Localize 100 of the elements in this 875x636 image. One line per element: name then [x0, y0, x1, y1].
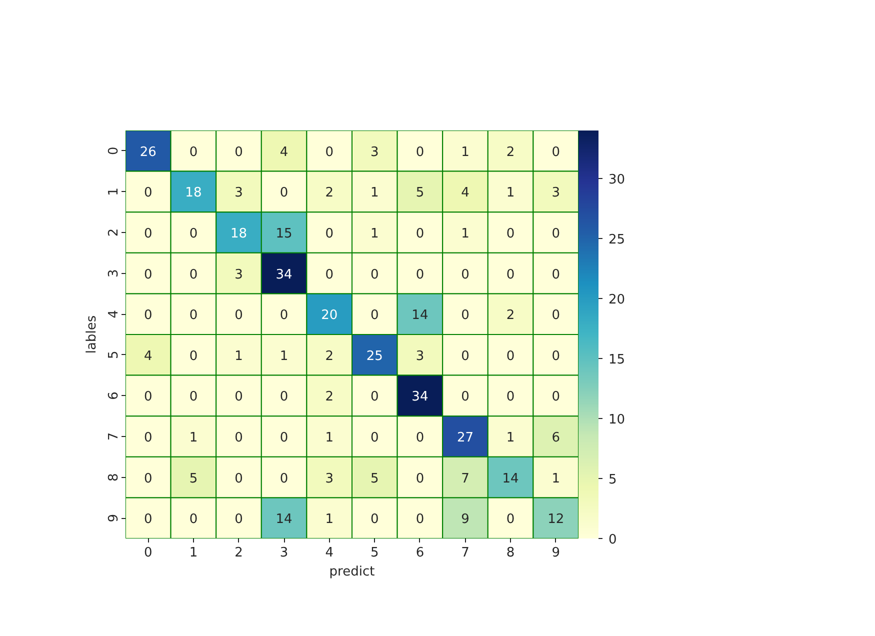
- data-label: 5: [416, 186, 424, 201]
- data-label: 3: [325, 471, 334, 486]
- data-label: 1: [325, 430, 334, 446]
- data-label: 14: [276, 512, 292, 528]
- data-label: 0: [370, 390, 379, 405]
- data-label: 0: [280, 471, 288, 486]
- data-label: 15: [276, 226, 292, 242]
- data-label: 1: [189, 430, 198, 446]
- data-label: 0: [280, 430, 288, 446]
- x-tick-label: 2: [234, 546, 243, 560]
- data-label: 0: [506, 512, 515, 528]
- x-tick-label: 3: [280, 546, 288, 560]
- data-label: 0: [280, 390, 288, 405]
- data-label: 0: [189, 348, 198, 364]
- x-tick-label: 6: [416, 546, 424, 560]
- data-label: 0: [370, 430, 379, 446]
- data-label: 27: [456, 430, 474, 446]
- y-tick-label: 4: [106, 310, 122, 318]
- data-label: 0: [144, 267, 152, 282]
- data-label: 0: [416, 267, 424, 282]
- data-label: 0: [461, 267, 470, 282]
- data-label: 0: [552, 267, 560, 282]
- data-label: 0: [234, 390, 243, 405]
- data-label: 20: [321, 308, 338, 324]
- data-label: 0: [416, 226, 424, 242]
- data-label: 1: [370, 226, 379, 242]
- data-label: 0: [461, 348, 470, 364]
- data-label: 0: [189, 267, 198, 282]
- color-bar-label: 20: [608, 292, 626, 308]
- data-label: 0: [280, 186, 288, 201]
- x-tick-label: 1: [189, 546, 198, 560]
- data-label: 4: [461, 186, 470, 201]
- data-label: 0: [144, 226, 152, 242]
- data-label: 0: [234, 430, 243, 446]
- data-label: 0: [189, 390, 198, 405]
- data-label: 0: [370, 308, 379, 324]
- data-label: 1: [506, 186, 515, 201]
- y-tick-label: 3: [106, 269, 122, 278]
- data-label: 1: [234, 348, 243, 364]
- data-label: 0: [416, 512, 424, 528]
- x-axis-title: predict: [329, 564, 375, 580]
- color-bar-label: 0: [608, 532, 617, 548]
- data-label: 0: [506, 348, 515, 364]
- y-tick-label: 8: [106, 473, 122, 482]
- data-label: 0: [370, 512, 379, 528]
- data-label: 0: [280, 308, 288, 324]
- data-label: 1: [552, 471, 560, 486]
- x-tick-label: 5: [370, 546, 379, 560]
- data-label: 2: [325, 390, 334, 405]
- data-label: 34: [276, 267, 292, 282]
- data-label: 34: [412, 390, 428, 405]
- data-label: 5: [189, 471, 198, 486]
- data-label: 4: [280, 144, 288, 160]
- data-label: 18: [230, 226, 248, 242]
- data-label: 0: [189, 512, 198, 528]
- color-bar-label: 10: [608, 412, 626, 428]
- data-label: 0: [552, 226, 560, 242]
- data-label: 0: [234, 512, 243, 528]
- color-bar-label: 5: [608, 472, 617, 488]
- data-label: 0: [416, 430, 424, 446]
- y-tick-label: 6: [106, 392, 122, 400]
- x-tick-label: 0: [144, 546, 152, 560]
- data-label: 2: [506, 308, 515, 324]
- data-label: 2: [506, 144, 515, 160]
- data-label: 0: [416, 144, 424, 160]
- data-label: 26: [140, 144, 156, 160]
- y-tick-label: 7: [106, 432, 122, 441]
- data-label: 3: [370, 144, 379, 160]
- data-label: 0: [461, 308, 470, 324]
- y-tick-label: 0: [106, 146, 122, 156]
- data-label: 0: [461, 390, 470, 405]
- color-bar-label: 25: [608, 232, 626, 248]
- data-label: 0: [325, 144, 334, 160]
- data-label: 0: [370, 267, 379, 282]
- data-label: 0: [325, 226, 334, 242]
- data-label: 0: [234, 144, 243, 160]
- data-label: 2: [325, 186, 334, 201]
- data-label: 0: [552, 348, 560, 364]
- data-label: 0: [552, 308, 560, 324]
- data-label: 0: [506, 390, 515, 405]
- data-label: 1: [461, 144, 470, 160]
- data-label: 1: [370, 186, 379, 201]
- data-label: 1: [325, 512, 334, 528]
- y-tick-label: 2: [106, 228, 122, 237]
- color-bar-label: 30: [608, 172, 626, 188]
- y-axis-title: lables: [84, 315, 100, 354]
- y-tick-label: 5: [106, 350, 122, 360]
- data-label: 0: [234, 308, 243, 324]
- data-label: 0: [506, 267, 515, 282]
- data-label: 3: [234, 186, 243, 201]
- data-label: 0: [144, 512, 152, 528]
- data-label: 0: [189, 144, 198, 160]
- data-label: 9: [461, 512, 470, 528]
- data-label: 7: [461, 471, 470, 486]
- data-label: 0: [144, 430, 152, 446]
- data-label: 0: [416, 471, 424, 486]
- x-tick-label: 4: [325, 546, 334, 560]
- color-bar-label: 15: [608, 352, 626, 368]
- data-label: 0: [189, 308, 198, 324]
- y-tick-label: 9: [106, 514, 122, 522]
